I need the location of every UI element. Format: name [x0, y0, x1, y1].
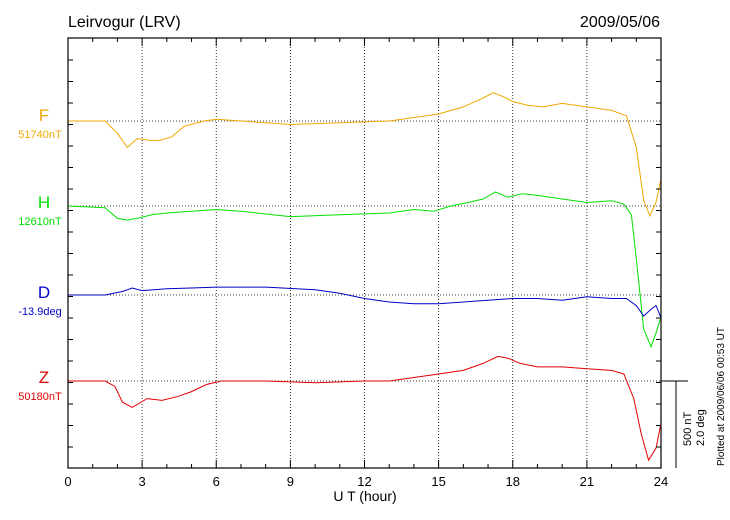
- baseline-value-f: 51740nT: [18, 129, 62, 141]
- scale-deg-label: 2.0 deg: [695, 409, 707, 446]
- component-labels: F 51740nT H 12610nT D -13.9deg Z 50180nT: [18, 106, 62, 403]
- baseline-value-d: -13.9deg: [18, 306, 61, 318]
- series-line-z: [68, 355, 662, 462]
- component-label-h: H: [38, 193, 50, 212]
- plot-frame: [67, 37, 662, 469]
- series-line-f: [68, 92, 662, 218]
- plotted-at-note: Plotted at 2009/06/06 00:53 UT: [716, 327, 727, 466]
- x-tick-label: 3: [139, 474, 146, 489]
- component-label-z: Z: [39, 368, 49, 387]
- component-label-f: F: [39, 106, 49, 125]
- series-line-h: [67, 191, 662, 349]
- x-tick-label: 18: [506, 474, 520, 489]
- scale-bar: 500 nT 2.0 deg: [661, 380, 707, 468]
- station-title: Leirvogur (LRV): [68, 14, 181, 31]
- x-tick-label: 21: [580, 474, 594, 489]
- x-axis-label: U T (hour): [333, 488, 396, 504]
- axis-ticks: [67, 38, 662, 468]
- x-tick-label: 9: [287, 474, 294, 489]
- baseline-value-z: 50180nT: [18, 391, 62, 403]
- series-lines: [67, 92, 662, 462]
- scale-nt-label: 500 nT: [682, 411, 694, 446]
- x-tick-label: 0: [64, 474, 71, 489]
- date-title: 2009/05/06: [580, 14, 660, 31]
- x-tick-label: 24: [654, 474, 668, 489]
- grid: [141, 38, 588, 468]
- component-label-d: D: [38, 283, 50, 302]
- x-tick-labels: 0 3 6 9 12 15 18 21 24: [64, 474, 668, 489]
- x-tick-label: 6: [213, 474, 220, 489]
- series-line-d: [68, 286, 662, 319]
- baseline-value-h: 12610nT: [18, 216, 62, 228]
- x-tick-label: 15: [431, 474, 445, 489]
- x-tick-label: 12: [357, 474, 371, 489]
